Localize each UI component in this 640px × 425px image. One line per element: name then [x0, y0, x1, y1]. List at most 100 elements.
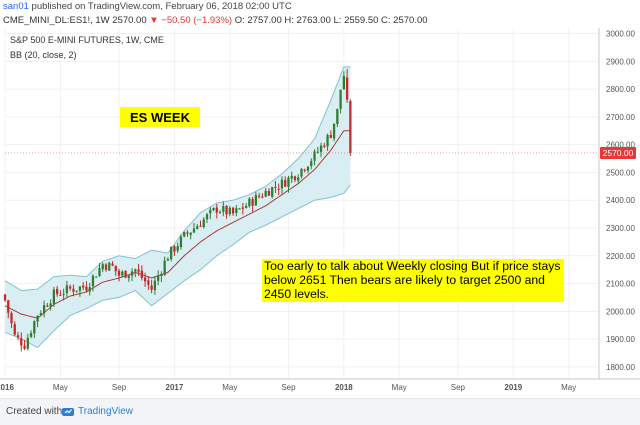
bollinger-band-fill: [5, 66, 351, 348]
candle-body: [264, 190, 267, 197]
candle: [147, 276, 150, 290]
time-tick-label: 2017: [166, 383, 184, 392]
candle-body: [222, 206, 225, 212]
candle-body: [290, 175, 293, 179]
candle: [95, 276, 98, 278]
candle-body: [46, 305, 49, 307]
candle: [91, 274, 95, 292]
author-link[interactable]: san01: [3, 1, 29, 12]
candle-body: [241, 207, 244, 209]
candle: [251, 196, 254, 212]
candle-body: [310, 161, 313, 167]
price-tick-label: 2100.00: [606, 280, 635, 289]
price-tick-label: 1900.00: [606, 335, 635, 344]
candle: [189, 232, 192, 240]
candle: [235, 205, 238, 217]
tradingview-brand-link[interactable]: TradingView: [78, 406, 134, 417]
candle-body: [153, 280, 157, 291]
candle-body: [209, 209, 212, 214]
candle-body: [137, 269, 140, 272]
created-with-text: Created with: [6, 406, 63, 417]
candle: [274, 180, 277, 193]
candle-body: [173, 246, 176, 252]
candle: [26, 333, 29, 351]
candle-body: [117, 270, 121, 276]
candle-body: [170, 246, 173, 260]
candle-body: [284, 180, 287, 187]
time-axis[interactable]: 2016 May Sep 2017 May Sep 2018 May Sep 2019 May: [0, 383, 576, 392]
candle: [212, 207, 215, 212]
candle: [261, 193, 264, 199]
candle-body: [20, 338, 23, 346]
price-chart[interactable]: 1800.00 1900.00 2000.00 2100.00 2200.00 2300.…: [0, 28, 640, 398]
candle: [254, 191, 258, 206]
candle: [65, 280, 69, 297]
candle-body: [75, 290, 78, 292]
price-tick-label: 2700.00: [606, 113, 635, 122]
candle-body: [147, 280, 150, 285]
candle: [241, 202, 244, 215]
candle-body: [85, 286, 88, 291]
candle: [303, 168, 306, 173]
candle-body: [205, 214, 209, 220]
candle-body: [231, 207, 235, 214]
es-week-label-box: ES WEEK: [120, 107, 200, 127]
candle-body: [293, 176, 297, 181]
candle-body: [176, 246, 179, 251]
candle-body: [319, 145, 323, 152]
candle: [306, 166, 310, 174]
candle: [332, 123, 336, 142]
candle: [323, 143, 326, 149]
candle-body: [287, 177, 290, 187]
candle: [33, 320, 36, 339]
candle-body: [183, 231, 186, 237]
chart-title: S&P 500 E-MINI FUTURES, 1W, CME: [10, 35, 164, 45]
candle: [62, 288, 65, 301]
candle: [55, 286, 59, 297]
candle-body: [163, 260, 166, 275]
candle-body: [179, 236, 183, 247]
candle: [329, 130, 332, 139]
candle: [284, 176, 287, 188]
candle-body: [238, 208, 241, 210]
candle-body: [202, 219, 205, 228]
candle: [339, 89, 342, 114]
candle: [202, 217, 205, 229]
candle: [3, 293, 7, 302]
candle: [163, 256, 166, 276]
candle: [124, 270, 127, 279]
candle-body: [130, 271, 134, 276]
candles: [3, 69, 598, 352]
price-tick-label: 1800.00: [606, 363, 635, 372]
price-tick-label: 2300.00: [606, 224, 635, 233]
candle: [196, 223, 199, 230]
candle: [59, 290, 62, 296]
candle-body: [16, 335, 20, 338]
candle-body: [88, 287, 91, 292]
candle-body: [192, 228, 196, 233]
candle-body: [127, 275, 130, 279]
candle-body: [13, 324, 16, 335]
candle: [69, 284, 72, 291]
candle: [39, 310, 42, 317]
candle-body: [39, 313, 42, 315]
candle-body: [52, 289, 56, 304]
candle-body: [140, 270, 143, 278]
candle: [108, 261, 111, 271]
candle: [179, 234, 183, 250]
price-axis[interactable]: 1800.00 1900.00 2000.00 2100.00 2200.00 2300.…: [606, 30, 635, 372]
last-price-tag: 2570.00: [600, 147, 636, 159]
candle: [170, 246, 173, 262]
candle: [46, 303, 49, 308]
bollinger-basis-line: [4, 130, 351, 319]
candle: [137, 263, 140, 276]
candle-body: [280, 179, 284, 189]
candle: [52, 286, 56, 308]
candle: [82, 282, 85, 291]
candle: [310, 158, 313, 170]
candle-body: [306, 166, 310, 171]
price-tick-label: 2200.00: [606, 252, 635, 261]
candle: [345, 69, 349, 103]
candle-body: [65, 285, 69, 294]
candle-body: [349, 101, 352, 153]
